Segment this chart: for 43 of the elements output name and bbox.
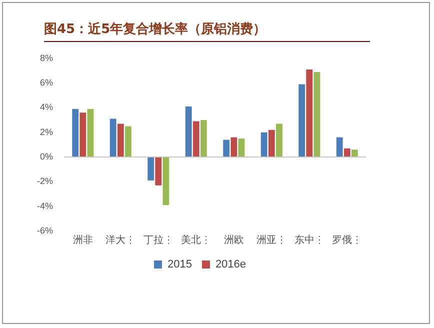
x-tick-label: 丁拉⋮ — [143, 234, 174, 246]
y-tick-label: -2% — [36, 176, 54, 186]
bar — [230, 137, 238, 158]
bar — [306, 69, 313, 158]
y-tick-label: -6% — [36, 225, 54, 236]
bar — [110, 118, 116, 158]
bar — [351, 150, 358, 158]
legend-label: 2016e — [215, 258, 246, 271]
bar — [298, 84, 306, 158]
bar — [162, 157, 170, 206]
bar — [185, 106, 192, 158]
y-tick-label: 6% — [40, 78, 54, 88]
bar — [344, 148, 350, 158]
bar — [336, 137, 343, 158]
bar — [200, 120, 207, 158]
bar — [238, 138, 245, 158]
bar — [192, 121, 200, 158]
x-tick-label: 洲亚⋮ — [256, 234, 287, 246]
bar — [155, 157, 162, 186]
x-tick-label: 洋大⋮ — [106, 234, 136, 246]
y-tick-label: 4% — [40, 102, 54, 112]
chart-title: 图45：近5年复合增长率（原铝消费） — [44, 20, 266, 38]
bar — [276, 124, 282, 158]
bar — [314, 72, 320, 158]
x-tick-label: 东中⋮ — [294, 234, 324, 246]
y-tick-label: 0% — [40, 152, 54, 162]
bar — [87, 108, 94, 158]
x-tick-label: 洲欧 — [224, 234, 244, 246]
y-tick-label: -4% — [36, 200, 54, 211]
bar — [223, 140, 230, 158]
bar — [260, 132, 268, 158]
y-tick-label: 2% — [40, 126, 54, 137]
bar — [72, 108, 79, 158]
bar — [148, 157, 154, 180]
x-tick-label: 洲非 — [72, 234, 93, 246]
bar — [117, 124, 124, 158]
legend-label: 2015 — [167, 258, 192, 271]
bar — [80, 112, 86, 158]
x-tick-label: 罗俄⋮ — [332, 234, 362, 246]
bar — [124, 126, 132, 158]
bar — [268, 130, 275, 158]
y-tick-label: 8% — [40, 52, 54, 63]
x-tick-label: 美北⋮ — [181, 234, 212, 246]
